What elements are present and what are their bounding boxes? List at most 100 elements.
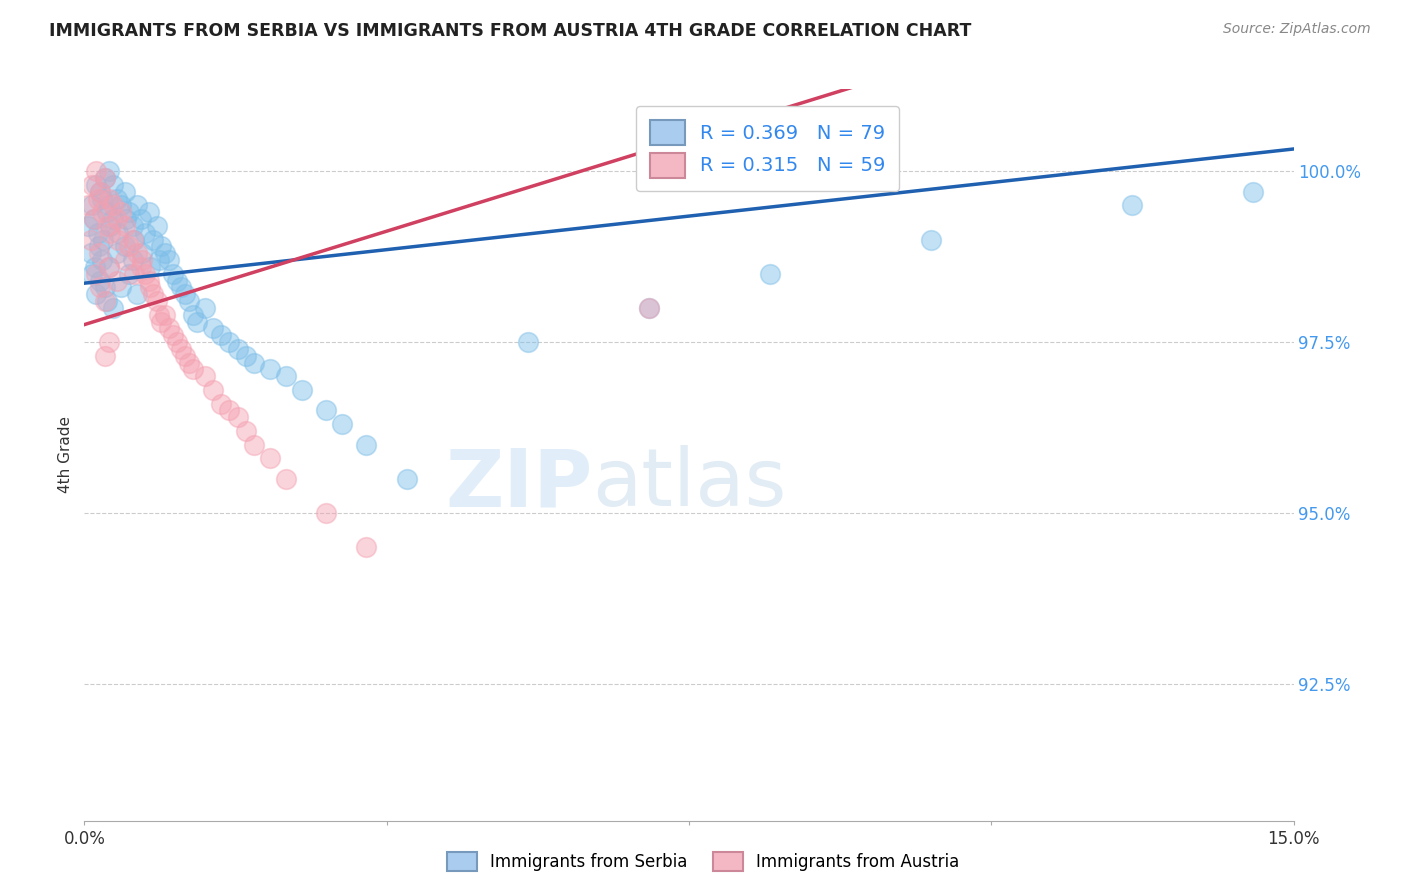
Point	[166, 274, 188, 288]
Point	[259, 451, 281, 466]
Point	[82, 178, 104, 192]
Point	[516, 335, 538, 350]
Text: ZIP: ZIP	[444, 445, 592, 524]
Point	[107, 233, 129, 247]
Point	[242, 438, 264, 452]
Point	[105, 212, 128, 227]
Point	[138, 274, 160, 288]
Point	[87, 192, 110, 206]
Point	[97, 260, 120, 274]
Point	[131, 246, 153, 260]
Point	[356, 540, 378, 554]
Point	[86, 287, 108, 301]
Point	[179, 356, 201, 370]
Point	[89, 274, 111, 288]
Point	[83, 260, 105, 274]
Point	[291, 383, 314, 397]
Point	[146, 294, 169, 309]
Point	[97, 198, 120, 212]
Point	[83, 212, 105, 227]
Point	[226, 410, 249, 425]
Point	[148, 308, 170, 322]
Point	[142, 233, 165, 247]
Point	[89, 185, 111, 199]
Point	[209, 328, 232, 343]
Point	[139, 260, 162, 274]
Point	[83, 212, 105, 227]
Point	[105, 192, 128, 206]
Point	[97, 335, 120, 350]
Text: Source: ZipAtlas.com: Source: ZipAtlas.com	[1223, 22, 1371, 37]
Point	[77, 219, 100, 233]
Point	[194, 369, 217, 384]
Point	[356, 438, 378, 452]
Point	[105, 274, 128, 288]
Point	[107, 226, 129, 240]
Point	[315, 506, 337, 520]
Point	[157, 253, 180, 268]
Point	[91, 205, 114, 219]
Point	[235, 424, 257, 438]
Point	[87, 239, 110, 253]
Point	[1121, 198, 1143, 212]
Point	[118, 205, 141, 219]
Point	[181, 308, 204, 322]
Legend: R = 0.369   N = 79, R = 0.315   N = 59: R = 0.369 N = 79, R = 0.315 N = 59	[636, 106, 898, 191]
Point	[114, 219, 136, 233]
Point	[96, 205, 118, 219]
Point	[218, 335, 240, 350]
Point	[97, 192, 120, 206]
Point	[209, 397, 232, 411]
Point	[93, 349, 115, 363]
Text: IMMIGRANTS FROM SERBIA VS IMMIGRANTS FROM AUSTRIA 4TH GRADE CORRELATION CHART: IMMIGRANTS FROM SERBIA VS IMMIGRANTS FRO…	[49, 22, 972, 40]
Point	[97, 164, 120, 178]
Point	[148, 253, 170, 268]
Point	[124, 233, 146, 247]
Point	[129, 212, 152, 227]
Point	[118, 267, 141, 281]
Point	[87, 246, 110, 260]
Point	[86, 267, 108, 281]
Point	[637, 301, 659, 315]
Point	[93, 280, 115, 294]
Point	[157, 321, 180, 335]
Point	[202, 321, 225, 335]
Point	[142, 287, 165, 301]
Point	[105, 246, 128, 260]
Point	[86, 178, 108, 192]
Point	[86, 164, 108, 178]
Point	[162, 267, 184, 281]
Point	[186, 315, 208, 329]
Point	[194, 301, 217, 315]
Point	[139, 280, 162, 294]
Point	[93, 294, 115, 309]
Point	[121, 233, 143, 247]
Point	[110, 280, 132, 294]
Point	[121, 253, 143, 268]
Point	[96, 219, 118, 233]
Point	[80, 233, 103, 247]
Point	[134, 267, 156, 281]
Point	[114, 253, 136, 268]
Point	[174, 287, 197, 301]
Point	[235, 349, 257, 363]
Point	[129, 260, 152, 274]
Point	[125, 198, 148, 212]
Point	[170, 280, 193, 294]
Point	[758, 267, 780, 281]
Point	[125, 287, 148, 301]
Point	[91, 253, 114, 268]
Point	[80, 246, 103, 260]
Point	[330, 417, 353, 432]
Point	[96, 294, 118, 309]
Point	[97, 260, 120, 274]
Point	[77, 198, 100, 212]
Point	[114, 185, 136, 199]
Point	[115, 212, 138, 227]
Point	[118, 239, 141, 253]
Legend: Immigrants from Serbia, Immigrants from Austria: Immigrants from Serbia, Immigrants from …	[439, 843, 967, 880]
Point	[87, 226, 110, 240]
Point	[89, 280, 111, 294]
Y-axis label: 4th Grade: 4th Grade	[58, 417, 73, 493]
Point	[91, 233, 114, 247]
